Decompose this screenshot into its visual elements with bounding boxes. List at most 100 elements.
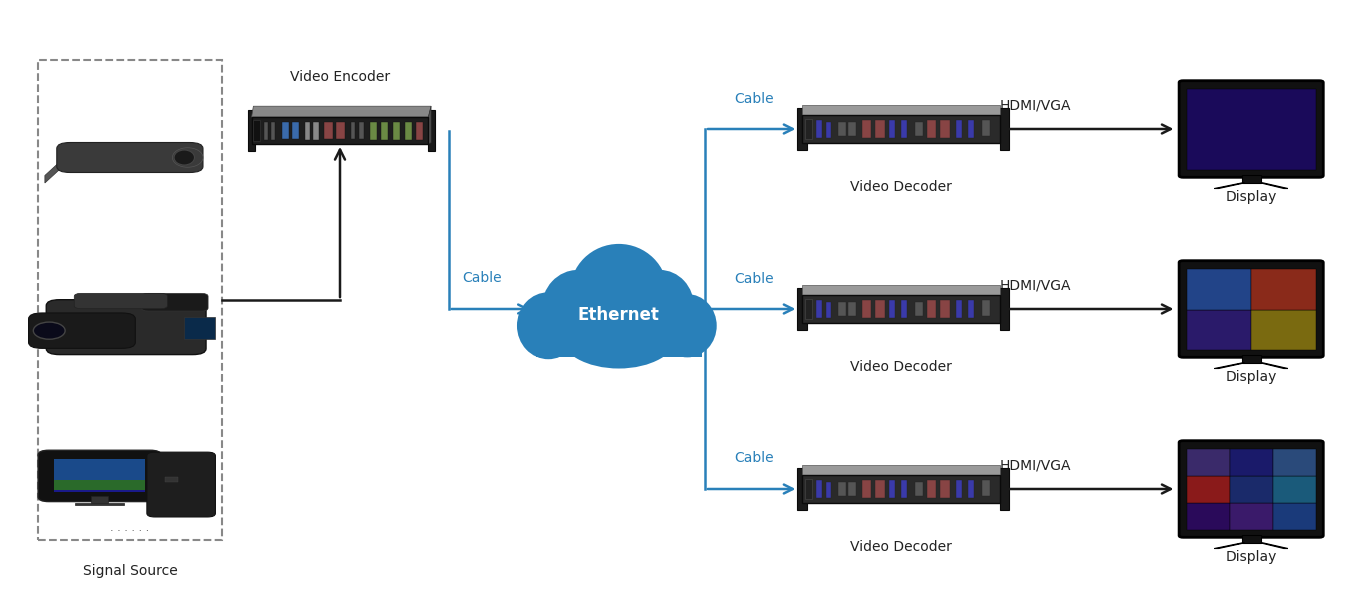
Bar — [926, 481, 937, 497]
Text: Ethernet: Ethernet — [578, 306, 660, 324]
Bar — [249, 110, 254, 151]
Bar — [54, 490, 146, 493]
Text: Video Decoder: Video Decoder — [850, 540, 952, 554]
Bar — [1273, 449, 1315, 476]
Ellipse shape — [626, 270, 694, 344]
Bar — [1186, 503, 1229, 530]
Bar — [838, 302, 846, 316]
FancyBboxPatch shape — [1179, 80, 1323, 178]
Text: Display: Display — [1225, 190, 1277, 205]
FancyBboxPatch shape — [1179, 440, 1323, 538]
Bar — [862, 301, 872, 317]
Bar — [956, 121, 962, 137]
Bar — [900, 121, 907, 137]
Text: Signal Source: Signal Source — [83, 564, 177, 578]
Bar — [982, 301, 990, 316]
Bar — [889, 481, 895, 497]
Bar — [38, 60, 222, 540]
Bar — [838, 482, 846, 496]
Bar — [956, 301, 962, 317]
Bar — [1186, 449, 1229, 476]
FancyBboxPatch shape — [46, 300, 207, 355]
Bar — [1251, 310, 1315, 350]
Bar — [876, 121, 885, 137]
Bar — [75, 503, 124, 505]
Text: Cable: Cable — [734, 272, 774, 286]
Polygon shape — [252, 106, 431, 117]
FancyBboxPatch shape — [1179, 260, 1323, 357]
Bar — [428, 110, 435, 151]
Bar — [324, 122, 333, 139]
Bar — [805, 299, 812, 319]
Bar — [91, 496, 107, 503]
Bar — [838, 122, 846, 136]
Bar — [915, 122, 922, 136]
Polygon shape — [802, 104, 1000, 115]
Bar — [1186, 269, 1315, 350]
Bar — [862, 121, 872, 137]
Bar — [1229, 449, 1273, 476]
Text: HDMI/VGA: HDMI/VGA — [1000, 98, 1070, 112]
Polygon shape — [1261, 543, 1288, 548]
Bar — [889, 301, 895, 317]
Bar — [802, 115, 1000, 143]
Text: · · · · · ·: · · · · · · — [110, 526, 150, 536]
Bar — [536, 318, 702, 358]
Bar — [941, 301, 951, 317]
Bar — [1186, 269, 1251, 310]
Bar — [252, 117, 428, 144]
Bar — [900, 481, 907, 497]
Polygon shape — [1261, 363, 1288, 368]
Bar — [264, 122, 268, 140]
Bar — [282, 122, 288, 139]
Bar — [968, 481, 974, 497]
Text: Cable: Cable — [462, 271, 502, 285]
Bar — [1000, 288, 1009, 330]
Text: Display: Display — [1225, 370, 1277, 385]
Bar — [862, 481, 872, 497]
Bar — [847, 302, 855, 316]
Bar — [826, 482, 831, 497]
Bar — [982, 121, 990, 136]
Bar — [370, 122, 377, 140]
Bar — [1186, 476, 1229, 503]
Bar — [1273, 503, 1315, 530]
Bar — [889, 121, 895, 137]
Bar — [802, 295, 1000, 323]
Bar — [1186, 310, 1251, 350]
Ellipse shape — [34, 322, 65, 339]
Polygon shape — [45, 157, 65, 183]
Bar — [805, 119, 812, 139]
Text: Cable: Cable — [734, 451, 774, 465]
Bar — [416, 122, 423, 140]
Bar — [816, 481, 821, 497]
Bar — [926, 121, 937, 137]
Bar — [968, 121, 974, 137]
Bar — [165, 476, 178, 482]
FancyBboxPatch shape — [75, 293, 167, 308]
Polygon shape — [802, 464, 1000, 475]
Bar — [1186, 89, 1315, 170]
Bar — [797, 288, 808, 330]
Bar — [797, 468, 808, 510]
Bar — [1242, 535, 1261, 543]
Bar — [336, 122, 345, 139]
Bar — [1186, 449, 1315, 530]
Ellipse shape — [560, 302, 677, 368]
Bar — [1186, 89, 1315, 170]
FancyBboxPatch shape — [38, 450, 160, 502]
Bar — [381, 122, 388, 140]
Bar — [305, 122, 310, 140]
Bar — [876, 301, 885, 317]
Bar — [805, 479, 812, 499]
Polygon shape — [1261, 183, 1288, 188]
Bar — [1273, 476, 1315, 503]
Ellipse shape — [541, 270, 613, 348]
Polygon shape — [1214, 183, 1244, 188]
Text: Video Encoder: Video Encoder — [290, 70, 390, 84]
Ellipse shape — [570, 244, 668, 341]
Polygon shape — [1214, 543, 1244, 548]
Bar — [956, 481, 962, 497]
Bar — [1000, 108, 1009, 150]
Bar — [253, 119, 261, 141]
